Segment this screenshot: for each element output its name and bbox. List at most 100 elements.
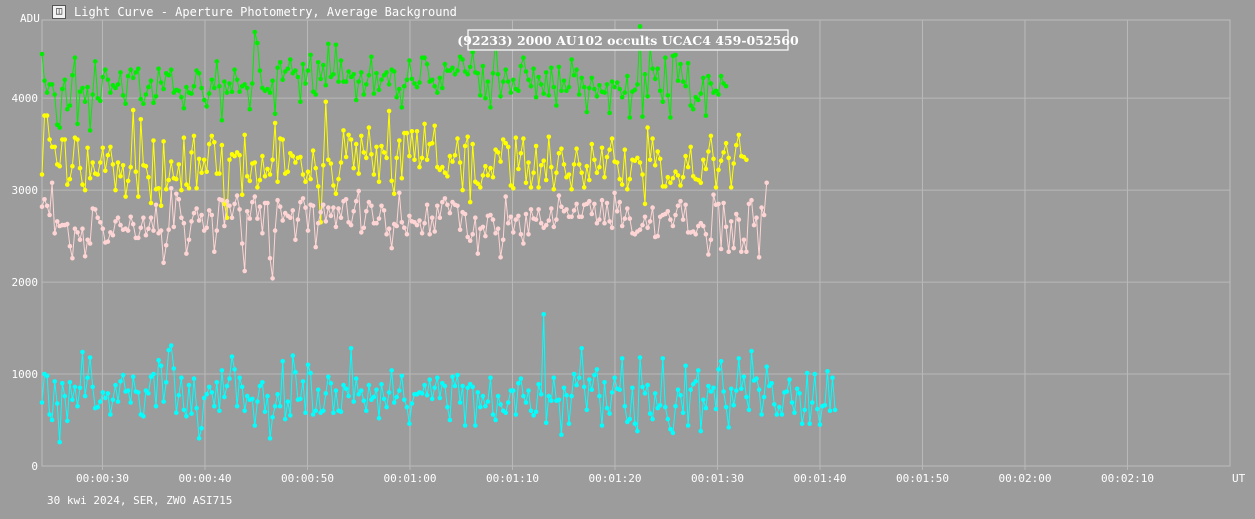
data-point-pink [98, 220, 103, 225]
data-point-green [364, 82, 369, 87]
data-point-pink [163, 243, 169, 248]
data-point-yellow [478, 185, 483, 190]
data-point-yellow [105, 152, 111, 158]
data-point-yellow [533, 143, 539, 149]
data-point-cyan [635, 428, 640, 434]
data-point-green [635, 82, 640, 87]
data-point-cyan [566, 421, 572, 427]
data-point-pink [242, 268, 247, 274]
data-point-green [128, 67, 133, 72]
data-point-yellow [174, 176, 179, 182]
data-point-green [584, 109, 590, 115]
data-point-pink [161, 260, 166, 266]
data-point-green [622, 90, 628, 95]
data-point-cyan [402, 397, 407, 403]
data-point-pink [151, 228, 156, 233]
data-point-cyan [619, 356, 625, 361]
data-point-cyan [275, 392, 280, 397]
data-point-pink [650, 205, 655, 210]
data-point-pink [85, 237, 90, 243]
data-point-cyan [359, 388, 364, 393]
data-point-green [303, 81, 308, 86]
data-point-pink [708, 237, 714, 243]
data-point-green [331, 72, 336, 77]
data-point-yellow [571, 162, 577, 167]
data-point-pink [736, 217, 742, 222]
data-point-yellow [569, 186, 574, 192]
x-tick-label: 00:01:10 [486, 472, 539, 485]
data-point-yellow [148, 200, 154, 206]
data-point-cyan [384, 404, 389, 410]
data-point-green [98, 98, 103, 104]
data-point-green [452, 72, 458, 77]
data-point-green [295, 74, 301, 80]
data-point-yellow [348, 137, 354, 142]
data-point-yellow [128, 164, 133, 170]
data-point-pink [158, 228, 164, 233]
data-point-cyan [683, 363, 688, 369]
data-point-cyan [716, 367, 721, 372]
data-point-pink [361, 225, 367, 231]
data-point-yellow [343, 154, 349, 160]
data-point-pink [110, 232, 116, 238]
data-point-green [505, 79, 511, 84]
data-point-pink [72, 226, 78, 231]
data-point-yellow [721, 150, 726, 155]
data-point-green [698, 91, 704, 96]
data-point-yellow [708, 133, 714, 139]
data-point-cyan [52, 379, 57, 384]
data-point-cyan [331, 410, 336, 416]
data-point-cyan [652, 391, 658, 396]
data-point-pink [467, 238, 473, 243]
data-point-cyan [543, 420, 549, 426]
data-point-cyan [212, 403, 217, 409]
data-point-pink [703, 232, 709, 237]
data-point-yellow [665, 174, 671, 180]
data-point-pink [305, 228, 311, 233]
data-point-green [518, 63, 524, 69]
data-point-green [602, 90, 607, 95]
data-point-green [151, 100, 156, 106]
data-point-green [424, 61, 430, 67]
data-point-pink [435, 203, 440, 209]
data-point-pink [105, 239, 111, 244]
data-point-pink [168, 186, 174, 191]
data-point-yellow [374, 144, 379, 150]
x-tick-label: 00:01:40 [793, 472, 846, 485]
data-point-pink [564, 207, 569, 212]
data-point-green [490, 71, 496, 76]
data-point-yellow [412, 157, 417, 163]
series-pink [39, 180, 769, 281]
y-tick-label: 4000 [12, 92, 39, 105]
data-point-cyan [455, 372, 460, 378]
data-point-yellow [543, 177, 549, 183]
data-point-green [612, 84, 617, 90]
data-point-pink [171, 224, 177, 230]
data-point-pink [255, 216, 260, 221]
data-point-cyan [528, 408, 534, 414]
data-point-pink [549, 206, 554, 211]
data-point-pink [333, 224, 339, 230]
data-point-pink [42, 197, 47, 202]
data-point-pink [716, 201, 721, 207]
data-point-cyan [381, 396, 387, 402]
data-point-yellow [703, 166, 709, 172]
data-point-green [234, 77, 240, 83]
data-point-cyan [285, 399, 291, 404]
data-point-green [429, 77, 435, 83]
data-point-yellow [199, 170, 204, 175]
data-point-pink [386, 226, 392, 231]
data-point-green [407, 58, 412, 63]
data-point-pink [488, 212, 493, 218]
data-point-cyan [85, 375, 90, 381]
data-point-yellow [161, 139, 166, 144]
data-point-pink [440, 199, 445, 205]
data-point-yellow [313, 165, 319, 171]
data-point-pink [751, 222, 757, 228]
data-point-yellow [513, 135, 519, 140]
data-point-pink [113, 219, 118, 224]
data-point-cyan [592, 372, 597, 378]
data-point-pink [321, 202, 326, 208]
data-point-pink [206, 208, 212, 213]
data-point-yellow [442, 170, 448, 175]
